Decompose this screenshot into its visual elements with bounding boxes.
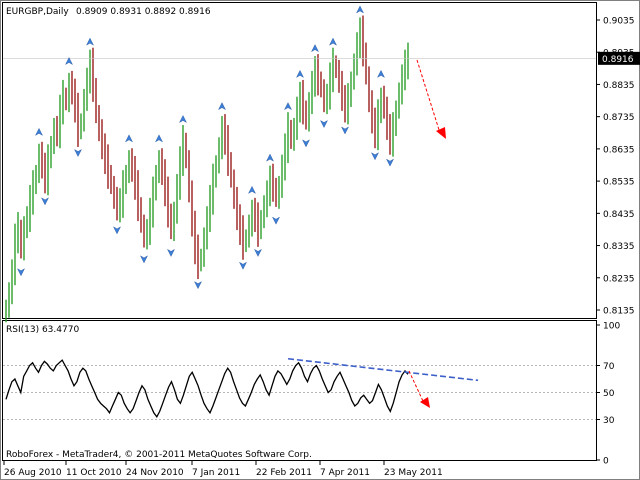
fractal-marker (248, 185, 256, 194)
x-tick-label: 22 Feb 2011 (256, 468, 312, 478)
rsi-title: RSI(13) 63.4770 (6, 325, 79, 335)
current-price-value: 0.8916 (602, 55, 634, 65)
fractal-marker (17, 268, 25, 277)
x-tick-label: 11 Oct 2010 (66, 468, 122, 478)
price-tick-label: 0.8135 (603, 307, 635, 317)
price-tick-label: 0.8235 (603, 274, 635, 284)
price-marks (3, 15, 596, 323)
fractal-marker (113, 226, 121, 235)
footer-copyright: RoboForex - MetaTrader4, © 2001-2011 Met… (6, 450, 312, 460)
fractal-marker (140, 255, 148, 264)
fractal-marker (341, 126, 349, 135)
current-price-label: 0.8916 (598, 51, 640, 65)
fractal-marker (329, 37, 337, 46)
price-tick-label: 0.8635 (603, 145, 635, 155)
fractal-marker (218, 102, 226, 111)
fractal-marker (65, 57, 73, 66)
rsi-tick-label: 50 (603, 389, 615, 399)
price-tick-label: 0.8735 (603, 113, 635, 123)
fractal-marker (35, 127, 43, 136)
rsi-tick-label: 70 (603, 362, 615, 372)
fractal-marker (371, 152, 379, 161)
fractal-marker (41, 197, 49, 206)
ohlc-values: 0.8909 0.8931 0.8892 0.8916 (76, 7, 211, 17)
fractal-marker (266, 153, 274, 162)
axis-ticks: 0.90350.89350.88350.87350.86350.85350.84… (3, 17, 635, 478)
rsi-tick-label: 100 (603, 322, 620, 332)
x-tick-label: 24 Nov 2010 (126, 468, 184, 478)
fractal-marker (254, 248, 262, 257)
rsi-marks (3, 357, 596, 420)
fractal-marker (74, 148, 82, 157)
fractal-marker (86, 37, 94, 46)
fractal-marker (311, 44, 319, 53)
price-tick-label: 0.9035 (603, 17, 635, 27)
fractal-marker (302, 139, 310, 148)
price-tick-label: 0.8535 (603, 178, 635, 188)
fractal-marker (179, 115, 187, 124)
price-chart-title: EURGBP,Daily (6, 7, 69, 17)
price-tick-label: 0.8835 (603, 81, 635, 91)
rsi-panel-frame (2, 320, 597, 461)
fractal-marker (284, 102, 292, 111)
fractal-marker (125, 134, 133, 143)
forecast-arrow-head (436, 127, 446, 139)
rsi-tick-label: 0 (603, 457, 609, 467)
x-tick-label: 7 Jan 2011 (192, 468, 240, 478)
price-tick-label: 0.8335 (603, 242, 635, 252)
rsi-line (5, 359, 409, 419)
fractal-marker (239, 261, 247, 270)
price-tick-label: 0.8435 (603, 210, 635, 220)
rsi-tick-label: 30 (603, 416, 615, 426)
fractal-marker (356, 5, 364, 14)
fractal-marker (167, 248, 175, 257)
x-tick-label: 7 Apr 2011 (320, 468, 370, 478)
fractal-marker (296, 69, 304, 78)
rsi-forecast-arrow-head (420, 396, 430, 408)
fractal-marker (377, 69, 385, 78)
rsi-trend-line (287, 357, 479, 382)
price-panel-frame (2, 2, 597, 319)
x-tick-label: 23 May 2011 (384, 468, 443, 478)
fractal-marker (320, 119, 328, 128)
fractal-marker (272, 216, 280, 225)
fractal-marker (194, 281, 202, 290)
fractal-marker (155, 134, 163, 143)
fractal-marker (386, 158, 394, 167)
fractal-marks (17, 5, 394, 290)
forecast-arrow-line (416, 59, 441, 134)
rsi-forecast-arrow-line (408, 370, 425, 404)
x-tick-label: 26 Aug 2010 (4, 468, 62, 478)
